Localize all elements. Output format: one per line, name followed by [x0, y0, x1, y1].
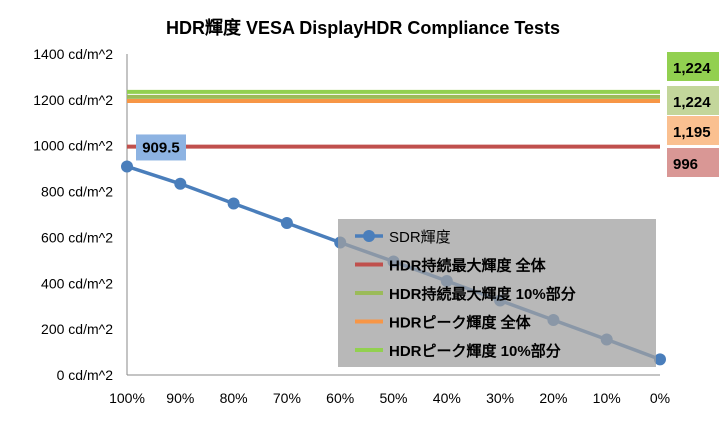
x-tick-label: 100%	[109, 390, 145, 406]
x-tick-label: 90%	[166, 390, 194, 406]
legend-marker	[363, 230, 375, 242]
y-tick-label: 1200 cd/m^2	[33, 92, 113, 108]
end-value-box	[667, 52, 719, 81]
legend: SDR輝度 HDR持続最大輝度 全体 HDR持続最大輝度 10%部分 HDRピーク輝度…	[338, 219, 656, 367]
end-value-label: 996	[673, 156, 698, 173]
data-point	[280, 216, 293, 229]
reference-lines	[127, 89, 660, 149]
y-tick-label: 800 cd/m^2	[41, 184, 113, 200]
y-tick-label: 400 cd/m^2	[41, 275, 113, 291]
value-annotations: 909.5 1,224 1,224 1,195 996	[136, 52, 719, 177]
x-tick-label: 60%	[326, 390, 354, 406]
data-point	[174, 177, 187, 190]
legend-label: HDRピーク輝度 10%部分	[389, 342, 561, 360]
x-tick-label: 70%	[273, 390, 301, 406]
x-tick-label: 0%	[650, 390, 670, 406]
data-point	[121, 160, 133, 173]
data-point	[654, 353, 666, 366]
x-tick-label: 30%	[486, 390, 514, 406]
legend-label: HDR持続最大輝度 全体	[389, 257, 547, 275]
y-tick-label: 200 cd/m^2	[41, 321, 113, 337]
x-tick-label: 50%	[379, 390, 407, 406]
legend-label: SDR輝度	[389, 229, 451, 246]
end-value-label: 1,224	[673, 60, 711, 77]
y-tick-label: 600 cd/m^2	[41, 229, 113, 245]
chart-title: HDR輝度 VESA DisplayHDR Compliance Tests	[166, 17, 560, 38]
data-label-box	[136, 134, 186, 161]
data-point	[227, 197, 240, 210]
y-tick-label: 1400 cd/m^2	[33, 46, 113, 62]
end-value-label: 1,195	[673, 124, 711, 141]
x-tick-label: 20%	[539, 390, 567, 406]
x-tick-label: 80%	[220, 390, 248, 406]
legend-label: HDRピーク輝度 全体	[389, 314, 532, 332]
legend-box	[338, 219, 656, 367]
end-value-label: 1,224	[673, 94, 711, 111]
x-tick-group: 100% 90% 80% 70% 60% 50% 40% 30% 20% 10% 0%	[109, 390, 670, 406]
end-value-box	[667, 86, 719, 115]
end-value-box	[667, 148, 719, 177]
data-label: 909.5	[142, 139, 180, 156]
x-tick-label: 10%	[593, 390, 621, 406]
legend-label: HDR持続最大輝度 10%部分	[389, 285, 576, 303]
y-tick-group: 0 cd/m^2 200 cd/m^2 400 cd/m^2 600 cd/m^2 80…	[33, 46, 113, 383]
end-value-box	[667, 116, 719, 145]
y-tick-label: 0 cd/m^2	[57, 367, 114, 383]
y-tick-label: 1000 cd/m^2	[33, 138, 113, 154]
x-tick-label: 40%	[433, 390, 461, 406]
